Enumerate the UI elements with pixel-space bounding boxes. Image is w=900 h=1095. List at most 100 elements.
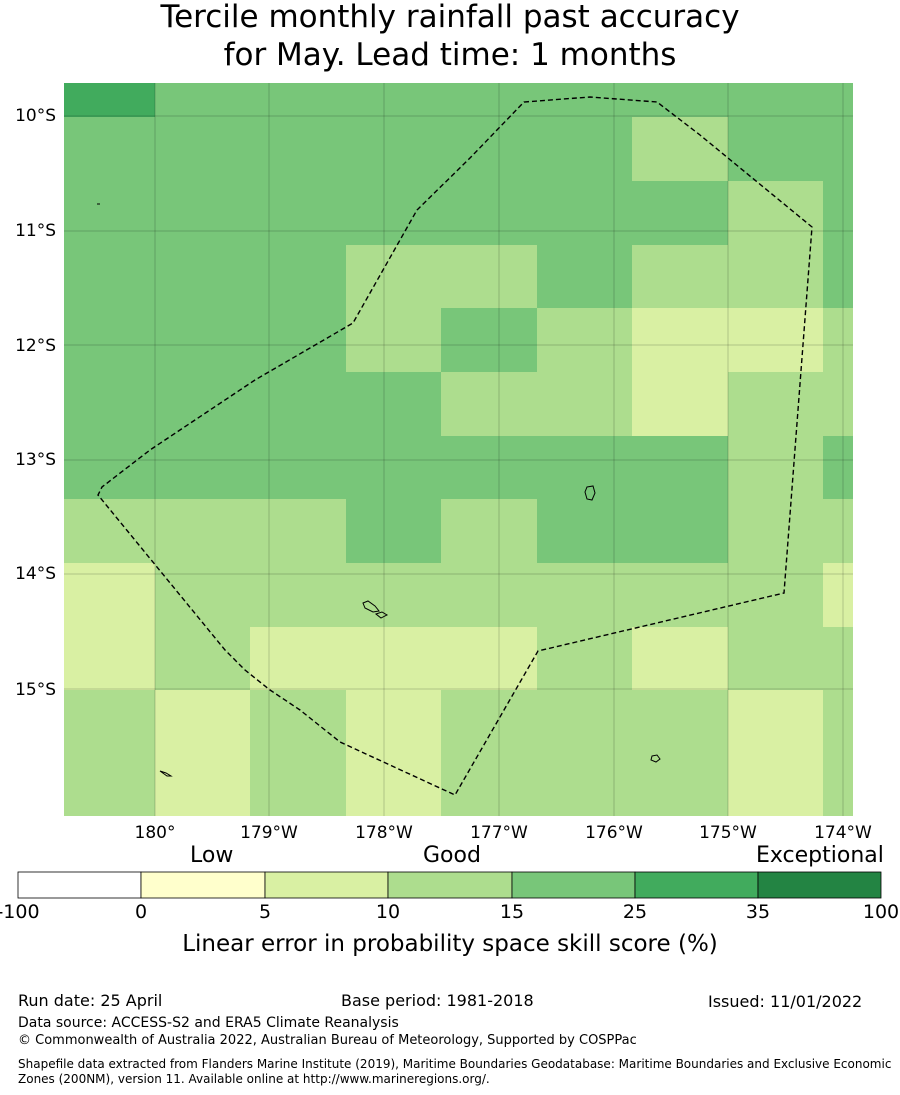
grid-cell — [64, 436, 155, 499]
grid-cell — [64, 627, 155, 690]
lon-label-176w: 176°W — [585, 823, 643, 843]
colorbar-tick: 15 — [499, 901, 525, 923]
grid-cell — [346, 690, 441, 816]
grid-cell — [250, 117, 346, 181]
grid-cell — [441, 436, 537, 499]
colorbar-segment — [757, 871, 882, 899]
rainfall-accuracy-map: 10°S 11°S 12°S 13°S 14°S 15°S 180° 179°W… — [15, 83, 882, 899]
grid-cell — [64, 181, 155, 245]
grid-cell — [155, 499, 250, 563]
colorbar-segment — [634, 871, 759, 899]
legend-word-low: Low — [190, 843, 234, 868]
grid-cell — [250, 83, 346, 117]
grid-cell — [346, 117, 441, 181]
grid-cell — [441, 627, 537, 690]
grid-cell — [250, 690, 346, 816]
grid-cell — [537, 372, 632, 436]
grid-cell — [250, 245, 346, 308]
grid-cell — [632, 245, 728, 308]
grid-cell — [632, 117, 728, 181]
colorbar-title: Linear error in probability space skill … — [182, 931, 718, 957]
grid-cell — [728, 627, 823, 690]
map-title-line-2: for May. Lead time: 1 months — [223, 37, 677, 73]
lon-label-175w: 175°W — [699, 823, 757, 843]
grid-cell — [346, 563, 441, 627]
grid-cell — [346, 436, 441, 499]
grid-cell — [250, 563, 346, 627]
colorbar-segment — [264, 871, 389, 899]
grid-cell — [823, 117, 853, 181]
grid-cell — [64, 499, 155, 563]
grid-cell — [250, 181, 346, 245]
base-period: Base period: 1981-2018 — [341, 991, 534, 1010]
island-wallis-west — [362, 600, 380, 613]
grid-cell — [155, 181, 250, 245]
grid-cell — [155, 563, 250, 627]
grid-cell — [823, 181, 853, 245]
legend-word-good: Good — [423, 843, 481, 868]
grid-cell — [346, 83, 441, 117]
shapefile-credit: Shapefile data extracted from Flanders M… — [18, 1057, 892, 1086]
grid-cell — [632, 499, 728, 563]
grid-cell — [441, 117, 537, 181]
grid-cell — [823, 372, 853, 436]
island-niuafoou — [584, 485, 596, 501]
colorbar-segment — [387, 871, 513, 899]
island-tafahi — [650, 754, 661, 763]
grid-cell — [823, 563, 853, 627]
grid-cell — [155, 117, 250, 181]
grid-cell — [64, 308, 155, 372]
map-title-line-1: Tercile monthly rainfall past accuracy — [160, 0, 740, 35]
grid-cell — [441, 308, 537, 372]
lon-label-178w: 178°W — [355, 823, 413, 843]
grid-cell — [632, 436, 728, 499]
grid-cell — [823, 308, 853, 372]
grid-cell — [441, 690, 537, 816]
grid-cell — [537, 308, 632, 372]
grid-cell — [250, 308, 346, 372]
grid-cell — [250, 372, 346, 436]
grid-cell — [64, 245, 155, 308]
lon-label-174w: 174°W — [814, 823, 872, 843]
grid-cell — [155, 690, 250, 816]
colorbar-segment — [140, 871, 266, 899]
grid-cell — [441, 563, 537, 627]
lat-label-15s: 15°S — [15, 680, 56, 700]
grid-cell — [728, 436, 823, 499]
issued-date: Issued: 11/01/2022 — [708, 992, 863, 1011]
colorbar-tick: 5 — [258, 901, 272, 923]
grid-cell — [728, 117, 823, 181]
data-source: Data source: ACCESS-S2 and ERA5 Climate … — [18, 1015, 399, 1031]
grid-cell — [728, 181, 823, 245]
grid-cell — [155, 436, 250, 499]
grid-cell — [537, 690, 632, 816]
colorbar-tick: 25 — [622, 901, 648, 923]
grid-cell — [441, 83, 537, 117]
grid-cell — [537, 117, 632, 181]
grid-cell — [823, 83, 853, 117]
grid-cell — [155, 83, 250, 117]
grid-cell — [346, 245, 441, 308]
colorbar-segment — [511, 871, 636, 899]
grid-cell — [64, 563, 155, 627]
grid-cell — [155, 245, 250, 308]
grid-cell — [823, 499, 853, 563]
grid-cell — [632, 83, 728, 117]
grid-cell — [250, 627, 346, 690]
grid-cell — [728, 690, 823, 816]
lon-label-180: 180° — [135, 823, 176, 843]
lat-label-14s: 14°S — [15, 564, 56, 584]
graticule — [64, 83, 853, 816]
grid-cell — [346, 181, 441, 245]
grid-cell — [823, 627, 853, 690]
latitude-labels: 10°S 11°S 12°S 13°S 14°S 15°S — [15, 106, 56, 700]
grid-cell — [441, 372, 537, 436]
colorbar-tick: 0 — [134, 901, 148, 923]
lat-label-11s: 11°S — [15, 221, 56, 241]
grid-cell — [155, 308, 250, 372]
grid-cell — [632, 627, 728, 690]
skill-grid — [64, 83, 853, 816]
grid-cell — [537, 499, 632, 563]
grid-cell — [632, 690, 728, 816]
grid-cell — [346, 627, 441, 690]
